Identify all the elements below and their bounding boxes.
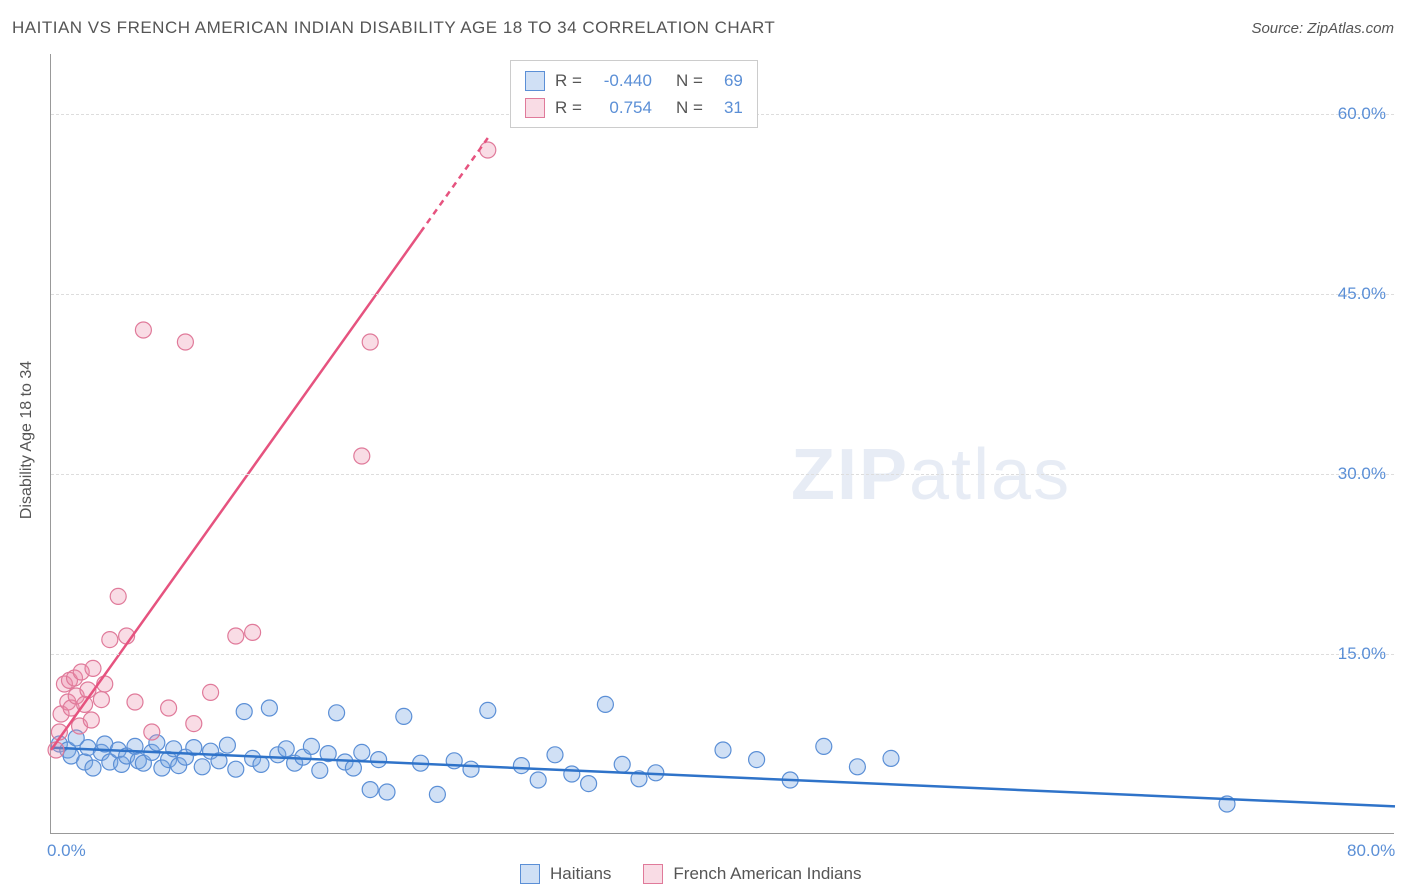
scatter-point: [849, 759, 865, 775]
legend-row: R = -0.440 N = 69: [525, 67, 743, 94]
scatter-point: [816, 738, 832, 754]
y-tick-label: 45.0%: [1338, 284, 1386, 304]
x-tick-label: 80.0%: [1347, 841, 1395, 861]
scatter-point: [883, 750, 899, 766]
scatter-point: [463, 761, 479, 777]
n-label: N =: [676, 94, 703, 121]
scatter-point: [85, 760, 101, 776]
correlation-legend: R = -0.440 N = 69 R = 0.754 N = 31: [510, 60, 758, 128]
scatter-point: [228, 628, 244, 644]
y-tick-label: 30.0%: [1338, 464, 1386, 484]
scatter-point: [354, 448, 370, 464]
scatter-point: [513, 758, 529, 774]
scatter-point: [127, 694, 143, 710]
legend-label: French American Indians: [673, 864, 861, 884]
y-axis-title: Disability Age 18 to 34: [18, 361, 36, 519]
y-tick-label: 60.0%: [1338, 104, 1386, 124]
scatter-point: [85, 660, 101, 676]
gridline: [51, 654, 1394, 655]
scatter-point: [219, 737, 235, 753]
scatter-point: [186, 716, 202, 732]
r-label: R =: [555, 94, 582, 121]
gridline: [51, 294, 1394, 295]
r-value: 0.754: [592, 94, 652, 121]
scatter-point: [203, 684, 219, 700]
legend-swatch: [520, 864, 540, 884]
scatter-point: [253, 756, 269, 772]
scatter-point: [429, 786, 445, 802]
scatter-point: [161, 700, 177, 716]
y-tick-label: 15.0%: [1338, 644, 1386, 664]
plot-area: ZIPatlas 15.0%30.0%45.0%60.0%0.0%80.0%: [50, 54, 1394, 834]
scatter-point: [480, 702, 496, 718]
scatter-point: [396, 708, 412, 724]
chart-title: HAITIAN VS FRENCH AMERICAN INDIAN DISABI…: [12, 18, 775, 38]
scatter-point: [749, 752, 765, 768]
scatter-point: [93, 692, 109, 708]
r-label: R =: [555, 67, 582, 94]
legend-swatch: [525, 71, 545, 91]
scatter-point: [371, 752, 387, 768]
scatter-point: [547, 747, 563, 763]
scatter-point: [228, 761, 244, 777]
scatter-point: [110, 588, 126, 604]
scatter-point: [303, 738, 319, 754]
scatter-point: [354, 744, 370, 760]
scatter-point: [530, 772, 546, 788]
scatter-point: [564, 766, 580, 782]
scatter-point: [379, 784, 395, 800]
scatter-point: [194, 759, 210, 775]
scatter-point: [480, 142, 496, 158]
scatter-point: [261, 700, 277, 716]
scatter-point: [362, 334, 378, 350]
scatter-point: [278, 741, 294, 757]
scatter-point: [715, 742, 731, 758]
scatter-point: [236, 704, 252, 720]
series-legend: Haitians French American Indians: [520, 864, 883, 884]
trend-line-dashed: [421, 138, 488, 232]
scatter-point: [614, 756, 630, 772]
scatter-point: [581, 776, 597, 792]
legend-swatch: [643, 864, 663, 884]
title-bar: HAITIAN VS FRENCH AMERICAN INDIAN DISABI…: [12, 18, 1394, 38]
trend-line: [51, 232, 421, 750]
scatter-point: [345, 760, 361, 776]
gridline: [51, 474, 1394, 475]
legend-row: R = 0.754 N = 31: [525, 94, 743, 121]
scatter-point: [135, 322, 151, 338]
chart-container: HAITIAN VS FRENCH AMERICAN INDIAN DISABI…: [0, 0, 1406, 892]
scatter-point: [83, 712, 99, 728]
plot-svg: [51, 54, 1394, 833]
n-value: 69: [713, 67, 743, 94]
scatter-point: [144, 724, 160, 740]
scatter-point: [597, 696, 613, 712]
scatter-point: [102, 632, 118, 648]
scatter-point: [312, 762, 328, 778]
source-text: Source: ZipAtlas.com: [1251, 20, 1394, 37]
legend-swatch: [525, 98, 545, 118]
r-value: -0.440: [592, 67, 652, 94]
legend-label: Haitians: [550, 864, 611, 884]
scatter-point: [329, 705, 345, 721]
scatter-point: [177, 334, 193, 350]
n-value: 31: [713, 94, 743, 121]
n-label: N =: [676, 67, 703, 94]
x-tick-label: 0.0%: [47, 841, 86, 861]
scatter-point: [245, 624, 261, 640]
scatter-point: [362, 782, 378, 798]
